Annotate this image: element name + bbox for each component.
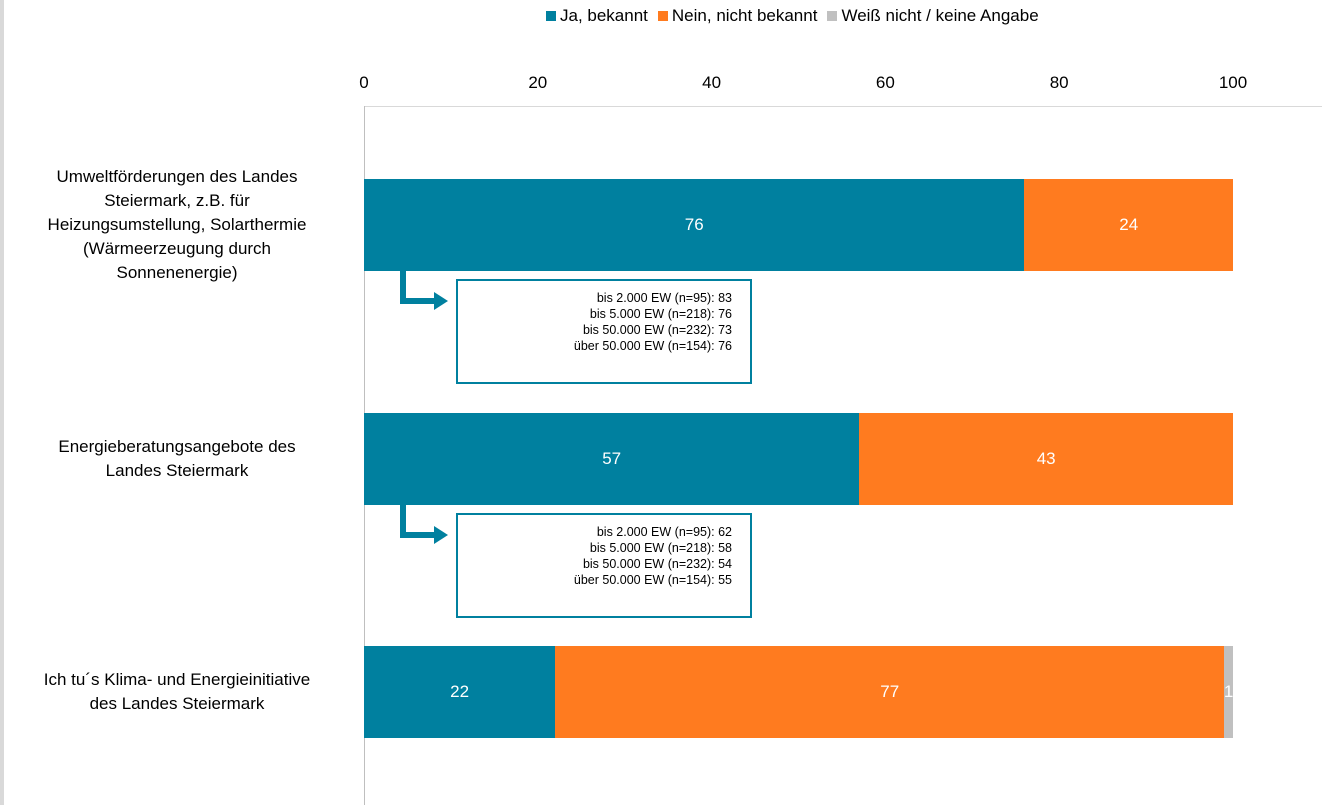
category-label: Umweltförderungen des Landes Steiermark, … — [7, 165, 347, 285]
category-label-line: Ich tu´s Klima- und Energieinitiative — [43, 670, 311, 689]
x-tick-label: 80 — [1049, 73, 1069, 92]
bar-value-label: 76 — [684, 215, 704, 234]
category-label-line: Energieberatungsangebote des — [58, 437, 296, 456]
legend-item-weiss-nicht: Weiß nicht / keine Angabe — [827, 6, 1039, 26]
callout-line: bis 2.000 EW (n=95): 83 — [596, 291, 732, 305]
bar-value-label: 57 — [602, 449, 622, 468]
bar-segment: 43 — [859, 413, 1233, 505]
legend-item-ja: Ja, bekannt — [546, 6, 648, 26]
legend-swatch-nein — [657, 11, 668, 21]
bar-value-label: 1 — [1223, 682, 1234, 701]
category-label-line: Heizungsumstellung, Solarthermie — [47, 215, 307, 234]
category-label-line: Umweltförderungen des Landes — [56, 167, 298, 186]
legend-swatch-weiss-nicht — [827, 11, 838, 21]
legend: Ja, bekannt Nein, nicht bekannt Weiß nic… — [546, 6, 1039, 26]
category-label-line: Steiermark, z.B. für — [104, 191, 250, 210]
category-label: Ich tu´s Klima- und Energieinitiative des… — [7, 668, 347, 716]
legend-swatch-ja — [546, 11, 556, 21]
bar-segment: 77 — [555, 646, 1225, 738]
bar-segment: 1 — [1224, 646, 1233, 738]
callout-arrow-icon — [400, 505, 448, 544]
callout-box: bis 2.000 EW (n=95): 62 bis 5.000 EW (n=2… — [456, 513, 752, 618]
callout-line: bis 5.000 EW (n=218): 76 — [589, 307, 732, 321]
legend-item-nein: Nein, nicht bekannt — [657, 6, 818, 26]
category-label-line: Sonnenenergie) — [116, 263, 238, 282]
category-label-line: (Wärmeerzeugung durch — [82, 239, 272, 258]
callout-line: bis 50.000 EW (n=232): 54 — [582, 557, 732, 571]
bar-value-label: 22 — [450, 682, 470, 701]
callout-box: bis 2.000 EW (n=95): 83 bis 5.000 EW (n=2… — [456, 279, 752, 384]
x-tick-label: 60 — [875, 73, 895, 92]
bar-segment: 57 — [364, 413, 860, 505]
bar-value-label: 77 — [880, 682, 900, 701]
legend-label-nein: Nein, nicht bekannt — [671, 6, 818, 25]
bar-segment: 24 — [1024, 179, 1233, 271]
x-tick-label: 40 — [702, 73, 722, 92]
bar-segment: 22 — [364, 646, 556, 738]
x-tick-label: 0 — [359, 73, 369, 92]
callout-line: bis 5.000 EW (n=218): 58 — [589, 541, 732, 555]
plot-area-top-border — [364, 106, 1322, 107]
callout-arrow-icon — [400, 271, 448, 310]
left-border-strip — [0, 0, 4, 805]
legend-label-weiss-nicht: Weiß nicht / keine Angabe — [841, 6, 1039, 25]
category-label: Energieberatungsangebote des Landes Steie… — [7, 435, 347, 483]
x-tick-label: 20 — [528, 73, 548, 92]
callout-line: über 50.000 EW (n=154): 76 — [573, 339, 732, 353]
legend-label-ja: Ja, bekannt — [560, 6, 648, 25]
category-label-line: des Landes Steiermark — [89, 694, 265, 713]
bar-value-label: 24 — [1119, 215, 1139, 234]
bar-segment: 76 — [364, 179, 1025, 271]
callout-line: bis 50.000 EW (n=232): 73 — [582, 323, 732, 337]
bar-value-label: 43 — [1036, 449, 1056, 468]
callout-line: über 50.000 EW (n=154): 55 — [573, 573, 732, 587]
category-label-line: Landes Steiermark — [105, 461, 249, 480]
callout-line: bis 2.000 EW (n=95): 62 — [596, 525, 732, 539]
x-tick-label: 100 — [1218, 73, 1248, 92]
